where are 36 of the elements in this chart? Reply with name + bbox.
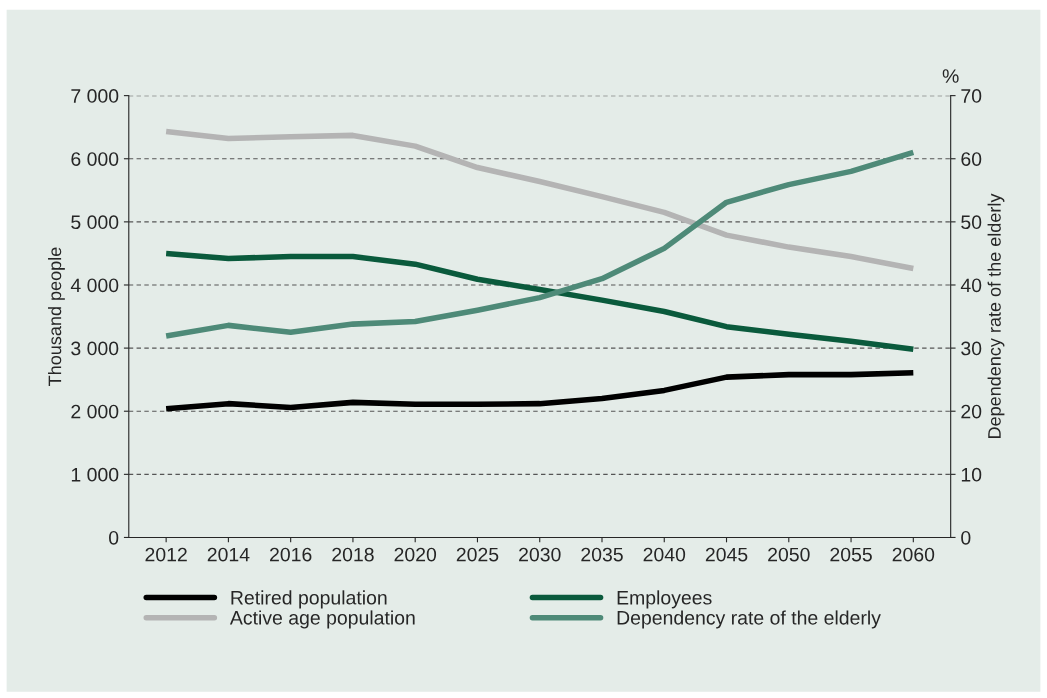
x-tick-label: 2025 bbox=[456, 547, 499, 562]
y-tick-label: 3 000 bbox=[71, 341, 119, 356]
legend-label: Dependency rate of the elderly bbox=[617, 610, 881, 629]
y2-tick-label: 30 bbox=[961, 341, 982, 356]
x-tick-label: 2020 bbox=[394, 547, 437, 562]
x-tick-label: 2035 bbox=[581, 547, 623, 562]
legend-label: Active age population bbox=[229, 610, 415, 629]
y-tick-label: 0 bbox=[109, 530, 119, 545]
x-tick-label: 2012 bbox=[145, 547, 187, 562]
y-tick-label: 1 000 bbox=[71, 467, 119, 482]
legend-label: Retired population bbox=[231, 590, 387, 609]
legend-label: Employees bbox=[617, 590, 712, 609]
y2-tick-label: 40 bbox=[960, 278, 982, 293]
x-tick-label: 2055 bbox=[830, 547, 872, 562]
y-tick-label: 2 000 bbox=[71, 404, 119, 419]
text: % bbox=[942, 69, 959, 83]
x-tick-label: 2040 bbox=[643, 547, 686, 562]
y2-tick-label: 10 bbox=[961, 467, 982, 482]
y2-tick-label: 0 bbox=[961, 530, 971, 545]
y-tick-label: 4 000 bbox=[70, 278, 119, 293]
x-tick-label: 2014 bbox=[207, 547, 250, 562]
y-tick-label: 6 000 bbox=[71, 152, 119, 166]
x-tick-label: 2045 bbox=[705, 547, 748, 562]
x-tick-label: 2016 bbox=[270, 547, 312, 562]
y2-tick-label: 50 bbox=[961, 215, 982, 230]
x-tick-label: 2050 bbox=[768, 547, 810, 562]
x-tick-label: 2030 bbox=[519, 547, 561, 562]
y2-tick-label: 70 bbox=[961, 89, 982, 103]
x-tick-label: 2018 bbox=[332, 547, 374, 562]
y2-tick-label: 60 bbox=[961, 152, 982, 166]
y2-axis-title: Dependency rate of the elderly bbox=[987, 193, 1005, 439]
y-tick-label: 7 000 bbox=[71, 89, 119, 103]
y2-tick-label: 20 bbox=[961, 404, 982, 419]
y-tick-label: 5 000 bbox=[71, 215, 119, 230]
y-axis-title: Thousand people bbox=[48, 247, 65, 386]
x-tick-label: 2060 bbox=[892, 547, 935, 562]
